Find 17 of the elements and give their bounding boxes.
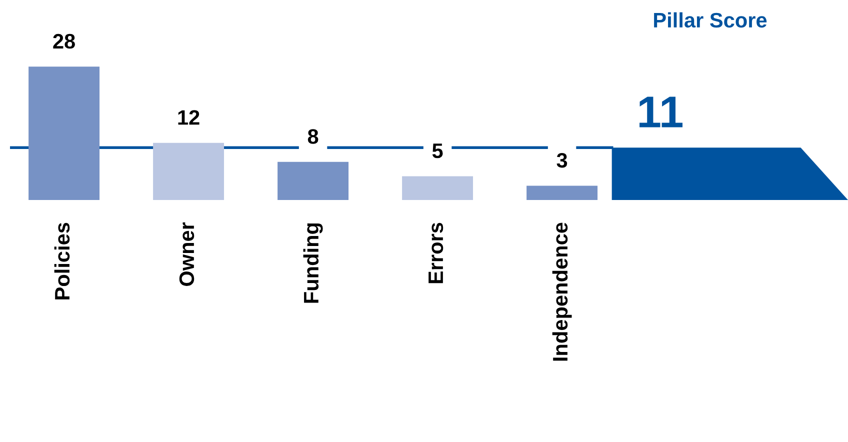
x-tick-label: Errors [428, 222, 444, 284]
bar [278, 162, 349, 200]
data-label: 8 [308, 129, 318, 144]
ref-line-label: 11 [640, 96, 682, 128]
data-label: 28 [53, 34, 75, 49]
bar [153, 142, 224, 200]
x-tick-label: Funding [303, 223, 323, 303]
bar [28, 66, 100, 200]
x-tick-label: Policies [54, 222, 70, 300]
x-tick-label: Independence [552, 222, 572, 361]
data-label: 12 [178, 110, 200, 125]
bar [402, 176, 474, 200]
data-label: 5 [432, 144, 443, 158]
bar [526, 186, 598, 200]
data-label: 3 [556, 152, 568, 168]
text: Pillar Score [654, 12, 767, 28]
x-tick-label: Owner [179, 222, 194, 286]
